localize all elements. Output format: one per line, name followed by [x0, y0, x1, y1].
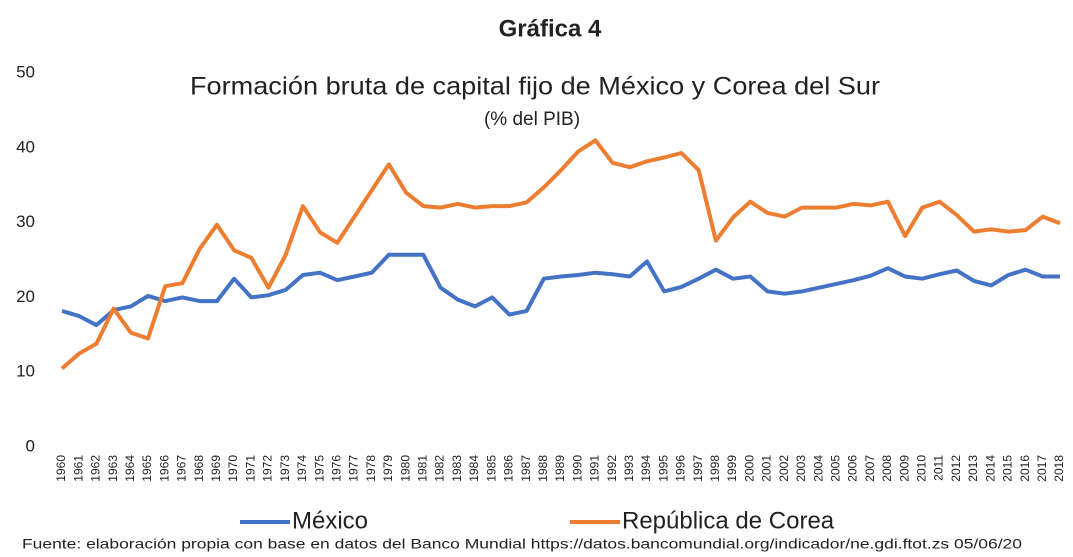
x-tick-label: 1996	[674, 455, 688, 482]
y-tick-label: 0	[26, 436, 35, 455]
x-tick-label: 2000	[742, 455, 756, 482]
series-line	[60, 138, 1061, 371]
y-tick-label: 30	[16, 212, 35, 231]
x-tick-label: 2002	[777, 455, 791, 482]
x-tick-label: 1981	[416, 455, 430, 482]
y-tick-label: 20	[16, 287, 35, 306]
x-tick-label: 1967	[175, 455, 189, 482]
y-tick-label: 40	[16, 137, 35, 156]
series-line	[61, 252, 1060, 328]
x-tick-label: 1964	[123, 455, 137, 482]
x-tick-label: 1989	[553, 455, 567, 482]
x-tick-label: 2014	[983, 455, 997, 482]
chart-subtitle: (% del PIB)	[484, 109, 580, 130]
x-tick-label: 2001	[760, 455, 774, 482]
y-tick-label: 50	[16, 62, 35, 81]
x-tick-label: 1984	[467, 455, 481, 482]
x-tick-label: 1970	[226, 455, 240, 482]
x-tick-label: 1992	[605, 455, 619, 482]
x-tick-label: 2006	[846, 455, 860, 482]
x-tick-label: 1960	[54, 455, 68, 482]
x-tick-label: 2003	[794, 455, 808, 482]
x-tick-label: 1999	[725, 455, 739, 482]
x-tick-label: 1962	[89, 455, 103, 482]
x-tick-label: 2017	[1035, 455, 1049, 482]
x-tick-label: 1973	[278, 455, 292, 482]
x-tick-label: 1975	[312, 455, 326, 482]
x-tick-label: 1977	[347, 455, 361, 482]
chart-title: Formación bruta de capital fijo de Méxic…	[190, 73, 880, 101]
x-tick-label: 1995	[656, 455, 670, 482]
x-tick-label: 1991	[588, 455, 602, 482]
x-tick-label: 1982	[433, 455, 447, 482]
x-tick-label: 2011	[932, 455, 946, 481]
x-tick-label: 2008	[880, 455, 894, 482]
x-tick-label: 2016	[1018, 455, 1032, 482]
x-tick-label: 2007	[863, 455, 877, 482]
x-tick-label: 1988	[536, 455, 550, 482]
x-tick-label: 2012	[949, 455, 963, 482]
x-tick-label: 1998	[708, 455, 722, 482]
x-tick-label: 2010	[915, 455, 929, 482]
x-tick-label: 1990	[570, 455, 584, 482]
x-tick-label: 1966	[157, 455, 171, 482]
x-tick-label: 1985	[484, 455, 498, 482]
x-tick-label: 1968	[192, 455, 206, 482]
source-note: Fuente: elaboración propia con base en d…	[22, 536, 1022, 552]
x-tick-label: 1972	[261, 455, 275, 482]
x-tick-label: 1969	[209, 455, 223, 482]
heading: Gráfica 4	[499, 15, 602, 42]
x-tick-label: 1993	[622, 455, 636, 482]
x-tick-label: 2009	[897, 455, 911, 482]
x-tick-label: 1979	[381, 455, 395, 482]
x-tick-label: 1986	[502, 455, 516, 482]
x-tick-label: 1976	[329, 455, 343, 482]
x-tick-label: 2004	[811, 455, 825, 482]
x-tick-label: 1965	[140, 455, 154, 482]
x-tick-label: 2013	[966, 455, 980, 482]
x-tick-label: 1971	[243, 455, 257, 482]
y-tick-label: 10	[16, 362, 35, 381]
x-tick-label: 1983	[450, 455, 464, 482]
x-tick-label: 1994	[639, 455, 653, 482]
x-tick-label: 1974	[295, 455, 309, 482]
x-tick-label: 1963	[106, 455, 120, 482]
x-tick-label: 1961	[71, 455, 85, 482]
x-tick-label: 1987	[519, 455, 533, 482]
x-tick-label: 1980	[398, 455, 412, 482]
x-tick-label: 1978	[364, 455, 378, 482]
x-tick-label: 2005	[828, 455, 842, 482]
x-tick-label: 2015	[1001, 455, 1015, 482]
x-tick-label: 2018	[1052, 455, 1066, 482]
legend-label: República de Corea	[622, 507, 835, 534]
x-tick-label: 1997	[691, 455, 705, 482]
legend-label: México	[292, 507, 368, 534]
